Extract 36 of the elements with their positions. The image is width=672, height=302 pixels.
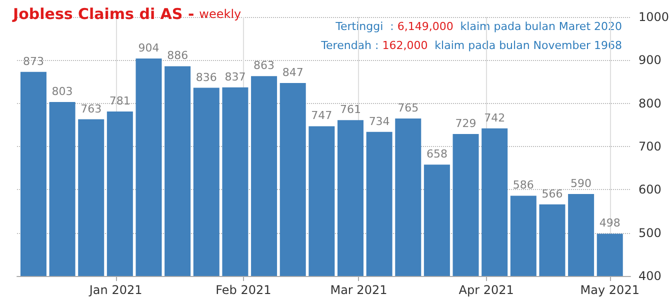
data-label: 729: [455, 116, 476, 130]
data-label: 863: [254, 59, 275, 72]
data-label: 498: [599, 216, 620, 230]
y-tick-label: 500: [638, 226, 662, 240]
data-label: 847: [282, 66, 304, 80]
x-tick-label: Apr 2021: [458, 283, 514, 297]
y-tick-label: 700: [638, 140, 662, 154]
annotation: Tertinggi : 6,149,000 klaim pada bulan Maret 2020: [334, 20, 622, 33]
data-label: 904: [138, 41, 160, 54]
data-label: 586: [512, 178, 534, 192]
data-label: 781: [109, 94, 130, 108]
x-tick-label: Mar 2021: [330, 283, 388, 297]
data-label: 873: [22, 54, 44, 68]
x-tick-label: May 2021: [580, 283, 640, 297]
data-label: 761: [340, 103, 361, 116]
y-tick-label: 900: [638, 53, 662, 68]
data-label: 747: [311, 109, 332, 122]
y-tick-label: 800: [638, 96, 662, 110]
data-label: 734: [368, 114, 390, 128]
y-tick-label: 1000: [638, 10, 670, 24]
data-label: 803: [52, 85, 73, 98]
data-label: 886: [167, 49, 188, 62]
data-label: 590: [570, 176, 592, 190]
chart-subtitle: weekly: [199, 7, 242, 21]
data-label: 658: [426, 148, 448, 161]
data-label: 836: [196, 70, 217, 84]
data-label: 765: [398, 101, 419, 114]
data-label: 837: [224, 70, 246, 84]
x-tick-label: Feb 2021: [216, 283, 272, 297]
chart-title: Jobless Claims di AS -: [12, 5, 194, 23]
data-label: 742: [484, 111, 506, 124]
y-tick-label: 600: [638, 182, 662, 197]
data-label: 566: [542, 187, 563, 200]
x-tick-label: Jan 2021: [88, 283, 142, 297]
y-tick-label: 400: [638, 269, 662, 283]
data-label: 763: [80, 102, 102, 116]
